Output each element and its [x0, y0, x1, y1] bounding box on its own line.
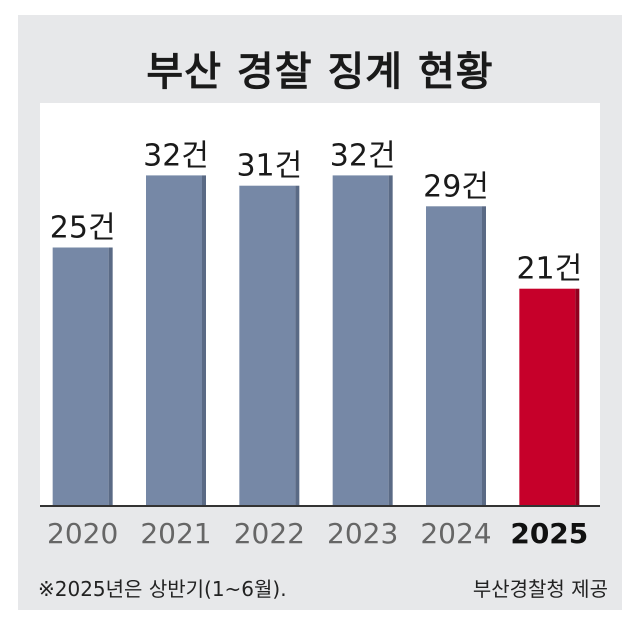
bar-2021: [146, 175, 202, 505]
bar-group-2022: 31건: [236, 149, 302, 505]
bar-group-2023: 32건: [330, 138, 396, 505]
bar-shadow-2024: [482, 206, 486, 506]
x-tick-label-2023: 2023: [327, 517, 399, 550]
bar-2024: [426, 206, 482, 506]
data-label-2021: 32건: [143, 138, 209, 173]
data-label-2020: 25건: [50, 211, 116, 246]
chart-frame: 부산 경찰 징계 현황 25건 32건 31건 32건 29건 21건 2020 2021 2…: [18, 15, 622, 610]
chart-title: 부산 경찰 징계 현황: [146, 49, 494, 95]
x-tick-label-2024: 2024: [420, 517, 492, 550]
bar-2022: [239, 185, 296, 505]
plot-area: 25건 32건 31건 32건 29건 21건: [40, 103, 600, 507]
x-tick-label-2022: 2022: [233, 517, 305, 550]
x-tick-label-2025: 2025: [510, 517, 589, 550]
x-tick-label-2021: 2021: [140, 517, 212, 550]
bar-2020: [52, 247, 109, 505]
bar-group-2024: 29건: [423, 169, 489, 506]
bar-chart: 25건 32건 31건 32건 29건 21건: [40, 138, 600, 507]
bar-shadow-2023: [388, 175, 393, 505]
bar-group-2021: 32건: [143, 138, 209, 505]
bar-shadow-2025: [575, 288, 580, 505]
x-tick-label-2020: 2020: [47, 517, 119, 550]
bar-group-2020: 25건: [50, 211, 116, 505]
data-label-2022: 31건: [236, 149, 302, 184]
bar-group-2025: 21건: [516, 252, 582, 505]
data-label-2025: 21건: [516, 252, 582, 287]
data-label-2023: 32건: [330, 138, 396, 173]
bar-2023: [332, 175, 389, 505]
source-credit: 부산경찰청 제공: [472, 577, 608, 601]
x-axis: 2020 2021 2022 2023 2024 2025: [40, 509, 600, 559]
bar-shadow-2022: [295, 185, 300, 505]
bar-shadow-2021: [202, 175, 206, 505]
footnote: ※2025년은 상반기(1~6월).: [38, 577, 287, 601]
bar-2025: [519, 288, 576, 505]
bar-shadow-2020: [108, 247, 113, 505]
data-label-2024: 29건: [423, 169, 489, 204]
